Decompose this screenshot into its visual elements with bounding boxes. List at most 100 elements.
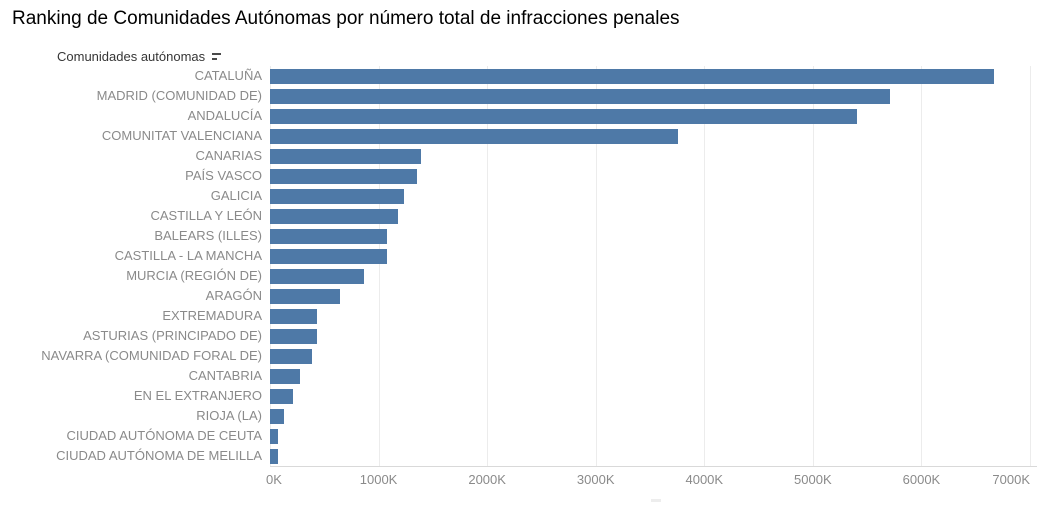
category-label[interactable]: EN EL EXTRANJERO [133,388,262,403]
x-axis-tick-label: 5000K [794,472,832,487]
chart-row: EXTREMADURA [0,306,1037,326]
bar-track [270,266,1030,286]
category-label[interactable]: CATALUÑA [194,68,262,83]
bar-track [270,146,1030,166]
bar[interactable] [270,448,279,464]
bar-track [270,246,1030,266]
chart-row: CASTILLA - LA MANCHA [0,246,1037,266]
category-label[interactable]: ASTURIAS (PRINCIPADO DE) [83,328,262,343]
bar[interactable] [270,248,388,264]
chart-row: CIUDAD AUTÓNOMA DE CEUTA [0,426,1037,446]
gridline [812,66,814,466]
chart-row: CASTILLA Y LEÓN [0,206,1037,226]
bar[interactable] [270,148,422,164]
x-axis-tick-label: 1000K [359,472,398,487]
bar[interactable] [270,88,891,104]
gridlines [270,66,1031,466]
bar-track [270,366,1030,386]
bar-track [270,166,1030,186]
category-label[interactable]: MURCIA (REGIÓN DE) [126,268,262,283]
bar[interactable] [270,348,313,364]
chart-row: ASTURIAS (PRINCIPADO DE) [0,326,1037,346]
x-axis-tick-labels: 0K 1000K 2000K 3000K 4000K 5000K 6000K 7000K [266,472,1030,490]
gridline [378,66,380,466]
chart-row: GALICIA [0,186,1037,206]
bar-track [270,106,1030,126]
bar[interactable] [270,168,418,184]
category-label[interactable]: CANTABRIA [188,368,262,383]
chart-row: RIOJA (LA) [0,406,1037,426]
bar-track [270,446,1030,466]
chart-row: CATALUÑA [0,66,1037,86]
chart-row: MADRID (COMUNIDAD DE) [0,86,1037,106]
chart-row: PAÍS VASCO [0,166,1037,186]
bar-track [270,426,1030,446]
gridline [595,66,597,466]
category-label[interactable]: PAÍS VASCO [185,168,262,183]
x-axis-tick-label: 3000K [576,472,615,487]
bar[interactable] [270,308,317,324]
page-title: Ranking de Comunidades Autónomas por núm… [12,8,680,29]
gridline [270,66,271,466]
x-axis-tick-label: 4000K [685,472,724,487]
category-label[interactable]: COMUNITAT VALENCIANA [101,128,262,143]
bar[interactable] [270,428,278,444]
category-label[interactable]: CANARIAS [195,148,262,163]
field-label: Comunidades autónomas [57,48,206,64]
bar[interactable] [270,408,285,424]
gridline [704,66,706,466]
bar[interactable] [270,328,317,344]
x-axis-line [270,466,1037,467]
category-label[interactable]: ANDALUCÍA [187,108,262,123]
bar-track [270,126,1030,146]
chart-row: ANDALUCÍA [0,106,1037,126]
bar-chart: CATALUÑA MADRID (COMUNIDAD DE) ANDALUCÍA… [0,66,1037,466]
bar-track [270,206,1030,226]
chart-row: CANTABRIA [0,366,1037,386]
gridline [487,66,489,466]
sort-descending-icon[interactable] [212,52,222,60]
bar[interactable] [270,108,858,124]
bar[interactable] [270,68,995,84]
category-label[interactable]: EXTREMADURA [162,308,262,323]
bar-track [270,186,1030,206]
bar-track [270,286,1030,306]
x-axis-tick-label: 2000K [468,472,506,487]
column-field-header[interactable]: Comunidades autónomas [57,48,222,64]
bar-track [270,346,1030,366]
bar[interactable] [270,288,341,304]
bar[interactable] [270,188,404,204]
gridline [921,66,923,466]
bar[interactable] [270,268,365,284]
chart-row: CIUDAD AUTÓNOMA DE MELILLA [0,446,1037,466]
bar[interactable] [270,228,387,244]
bar-track [270,66,1030,86]
category-label[interactable]: CIUDAD AUTÓNOMA DE CEUTA [66,428,262,443]
x-axis-tick-label: 6000K [902,472,941,487]
x-axis-tick-label: 7000K [992,472,1030,487]
x-axis-tick-label: 0K [266,472,282,487]
bar-track [270,86,1030,106]
category-label[interactable]: BALEARS (ILLES) [154,228,262,243]
category-label[interactable]: ARAGÓN [205,288,262,303]
chart-row: NAVARRA (COMUNIDAD FORAL DE) [0,346,1037,366]
bar[interactable] [270,128,679,144]
category-label[interactable]: MADRID (COMUNIDAD DE) [96,88,262,103]
bar-track [270,406,1030,426]
category-label[interactable]: RIOJA (LA) [196,408,262,423]
clipped-axis-title-fragment [651,499,661,502]
chart-row: BALEARS (ILLES) [0,226,1037,246]
bar-track [270,386,1030,406]
bar[interactable] [270,388,294,404]
category-label[interactable]: CASTILLA - LA MANCHA [114,248,262,263]
bar-track [270,226,1030,246]
category-label[interactable]: CASTILLA Y LEÓN [150,208,262,223]
category-label[interactable]: GALICIA [210,188,262,203]
bar[interactable] [270,208,399,224]
chart-row: COMUNITAT VALENCIANA [0,126,1037,146]
bar[interactable] [270,368,301,384]
category-label[interactable]: NAVARRA (COMUNIDAD FORAL DE) [41,348,262,363]
chart-row: CANARIAS [0,146,1037,166]
bar-track [270,326,1030,346]
category-label[interactable]: CIUDAD AUTÓNOMA DE MELILLA [56,448,262,463]
